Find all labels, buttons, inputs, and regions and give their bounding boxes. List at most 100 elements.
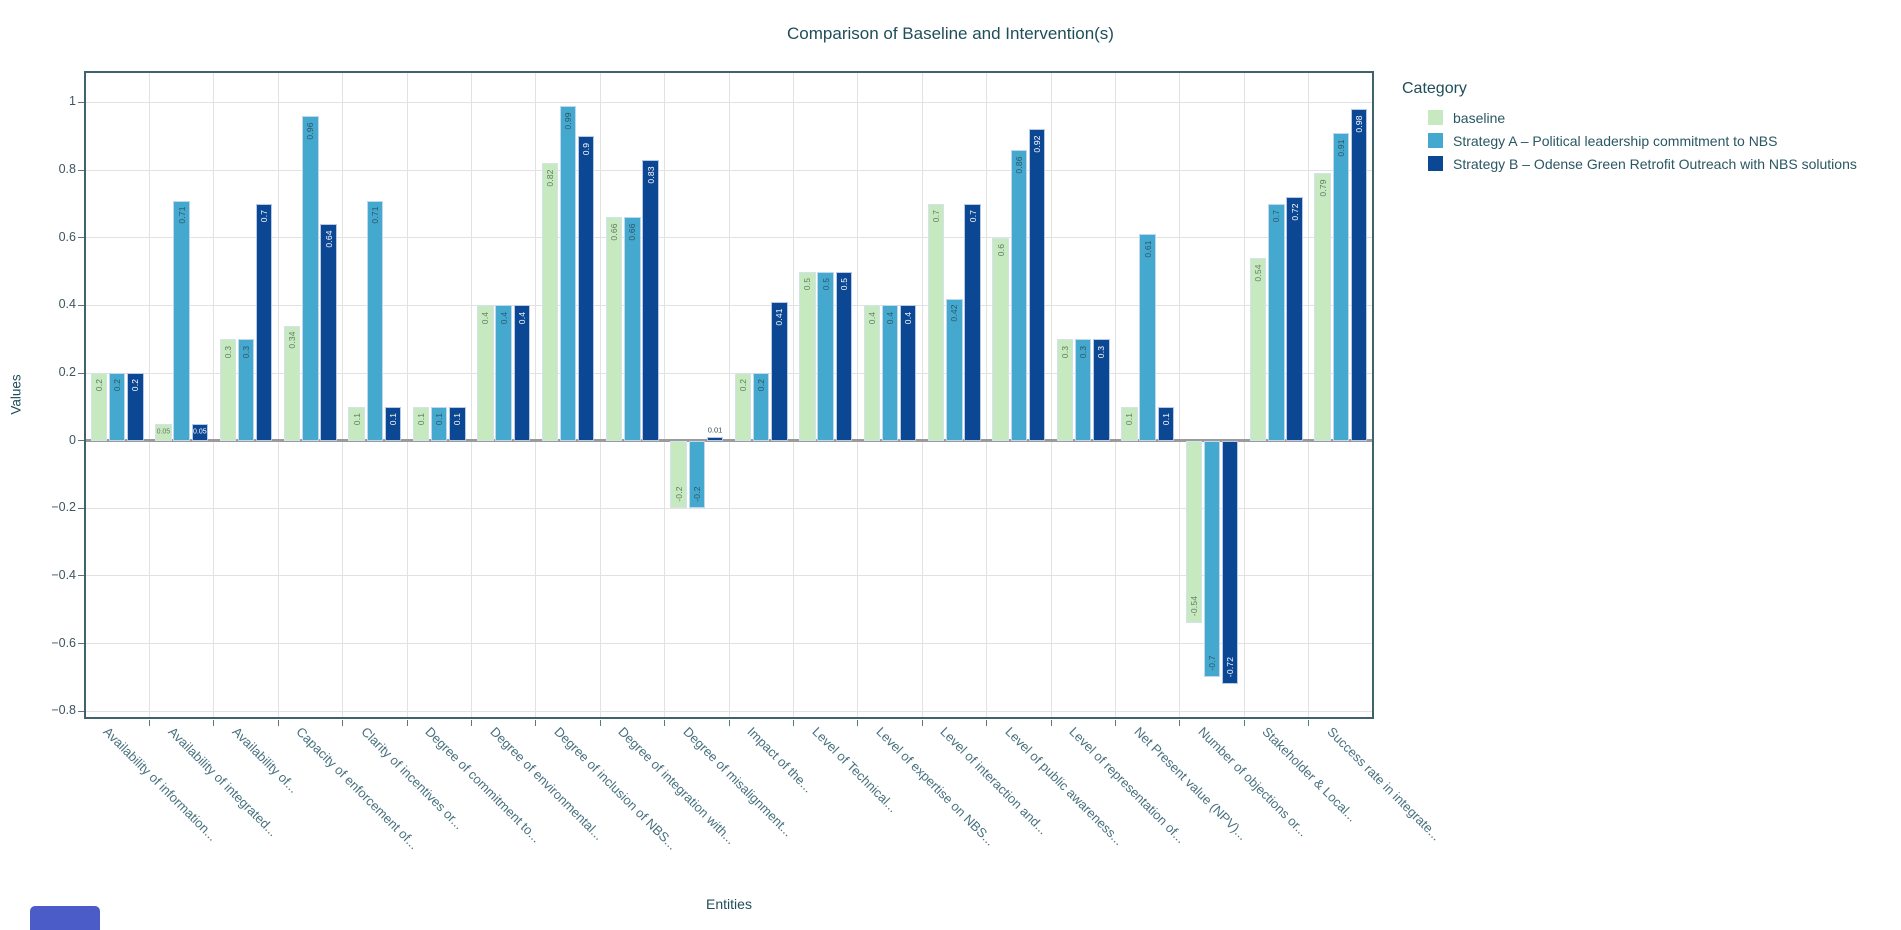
bar-value-label: 0.66	[609, 223, 620, 241]
bar-strategy-19	[1332, 132, 1350, 441]
bar-baseline-19	[1314, 173, 1331, 441]
gridline-v	[277, 72, 279, 718]
partial-blue-element[interactable]	[30, 906, 100, 930]
bar-value-label: 0.7	[259, 210, 270, 223]
bar-value-label: 0.2	[738, 379, 748, 392]
y-tick	[78, 237, 84, 239]
legend-items: baseline Strategy A – Political leadershi…	[1402, 106, 1857, 175]
bar-value-label: 0.64	[323, 230, 334, 248]
x-category-label: Availability of...	[229, 724, 302, 796]
x-tick	[1243, 720, 1245, 726]
bar-value-label: -0.7	[1207, 654, 1217, 671]
bar-value-label: 0.71	[369, 206, 380, 224]
bar-value-label: 0.2	[94, 379, 104, 392]
bar-strategy-11	[817, 271, 834, 441]
x-category-label: Level of expertise on NBS...	[873, 724, 998, 849]
bar-value-label: 0.83	[645, 166, 656, 184]
bar-strategy-6	[495, 305, 512, 441]
bar-value-label: 0.79	[1317, 179, 1328, 197]
bar-baseline-7	[541, 163, 559, 441]
bar-strategy-10	[771, 301, 788, 441]
bar-baseline-0	[90, 373, 108, 441]
bar-value-label: 0.99	[563, 111, 573, 130]
legend-title: Category	[1402, 80, 1467, 97]
bar-value-label: 0.98	[1354, 115, 1364, 133]
bar-baseline-4	[348, 406, 365, 441]
zero-axis-line	[85, 439, 1373, 443]
x-category-label: Impact of the...	[744, 724, 816, 796]
y-tick	[78, 643, 84, 645]
bar-value-label: 0.42	[949, 304, 960, 323]
y-tick	[78, 440, 84, 442]
bar-value-label: 0.61	[1142, 240, 1153, 258]
bar-strategy-17	[1203, 440, 1221, 678]
x-tick	[986, 720, 988, 726]
bar-strategy-16	[1139, 234, 1156, 441]
x-tick	[342, 720, 344, 726]
bar-baseline-11	[799, 271, 816, 441]
bar-value-label: 0.01	[707, 425, 723, 435]
legend-item: Strategy A – Political leadership commit…	[1428, 129, 1857, 152]
x-tick	[406, 720, 408, 726]
legend-item-label: Strategy A – Political leadership commit…	[1453, 132, 1778, 149]
bar-value-label: 0.3	[1078, 345, 1089, 358]
bar-value-label: -0.2	[691, 485, 702, 502]
bar-strategy-1	[173, 200, 190, 441]
bar-value-label: 0.4	[480, 311, 491, 324]
legend-item: Strategy B – Odense Green Retrofit Outre…	[1428, 152, 1857, 175]
bar-value-label: 0.34	[287, 331, 298, 350]
bar-strategy-8	[624, 217, 641, 441]
gridline-v	[1179, 72, 1181, 718]
x-category-label: Level of representation of...	[1066, 724, 1189, 847]
bar-value-label: 0.6	[995, 243, 1006, 257]
bar-value-label: 0.1	[388, 412, 398, 426]
gridline-v	[792, 72, 794, 718]
bar-value-label: 0.92	[1032, 135, 1042, 153]
bar-strategy-11	[835, 271, 853, 441]
bar-value-label: 0.1	[1160, 412, 1171, 426]
bar-strategy-8	[642, 159, 659, 441]
bar-strategy-14	[1028, 129, 1046, 441]
y-tick-label: −0.2	[51, 500, 76, 515]
gridline-v	[535, 72, 537, 718]
y-tick-label: 1	[69, 94, 76, 109]
gridline-v	[1050, 72, 1052, 718]
bar-strategy-3	[302, 115, 319, 441]
bar-value-label: 0.4	[516, 311, 527, 324]
bar-value-label: 0.82	[544, 169, 555, 187]
bar-value-label: 0.7	[967, 210, 978, 223]
x-category-label: Level of public awareness...	[1002, 724, 1127, 849]
x-category-label: Number of objections or...	[1195, 724, 1311, 840]
bar-baseline-10	[734, 373, 752, 441]
chart-title: Comparison of Baseline and Intervention(…	[787, 24, 1114, 43]
bar-value-label: 0.1	[351, 412, 362, 426]
bar-baseline-18	[1249, 258, 1267, 441]
bar-value-label: 0.5	[802, 277, 813, 291]
bar-value-label: 0.86	[1013, 155, 1024, 174]
bar-value-label: 0.4	[903, 311, 914, 324]
y-tick-label: 0.6	[58, 229, 76, 244]
bar-value-label: 0.3	[241, 345, 251, 358]
y-tick-label: 0	[69, 432, 76, 447]
x-tick	[1114, 720, 1116, 726]
y-tick-label: 0.4	[58, 297, 76, 312]
bar-strategy-12	[899, 305, 917, 441]
x-tick	[535, 720, 537, 726]
gridline-v	[470, 72, 472, 718]
bar-baseline-1	[155, 423, 172, 441]
x-tick	[1308, 720, 1310, 726]
bar-strategy-4	[366, 200, 384, 441]
bar-strategy-1	[191, 423, 209, 441]
x-tick	[213, 720, 215, 726]
bar-strategy-9	[706, 437, 724, 441]
bar-strategy-7	[577, 136, 595, 441]
bar-value-label: -0.54	[1188, 595, 1199, 617]
x-category-label: Degree of environmental...	[486, 724, 606, 843]
bar-value-label: -0.2	[673, 485, 684, 502]
x-tick	[148, 720, 150, 726]
bar-baseline-8	[605, 217, 623, 441]
bar-strategy-17	[1221, 440, 1239, 685]
y-tick-label: 0.2	[58, 365, 76, 380]
bar-baseline-3	[283, 325, 301, 441]
y-tick	[78, 372, 84, 374]
